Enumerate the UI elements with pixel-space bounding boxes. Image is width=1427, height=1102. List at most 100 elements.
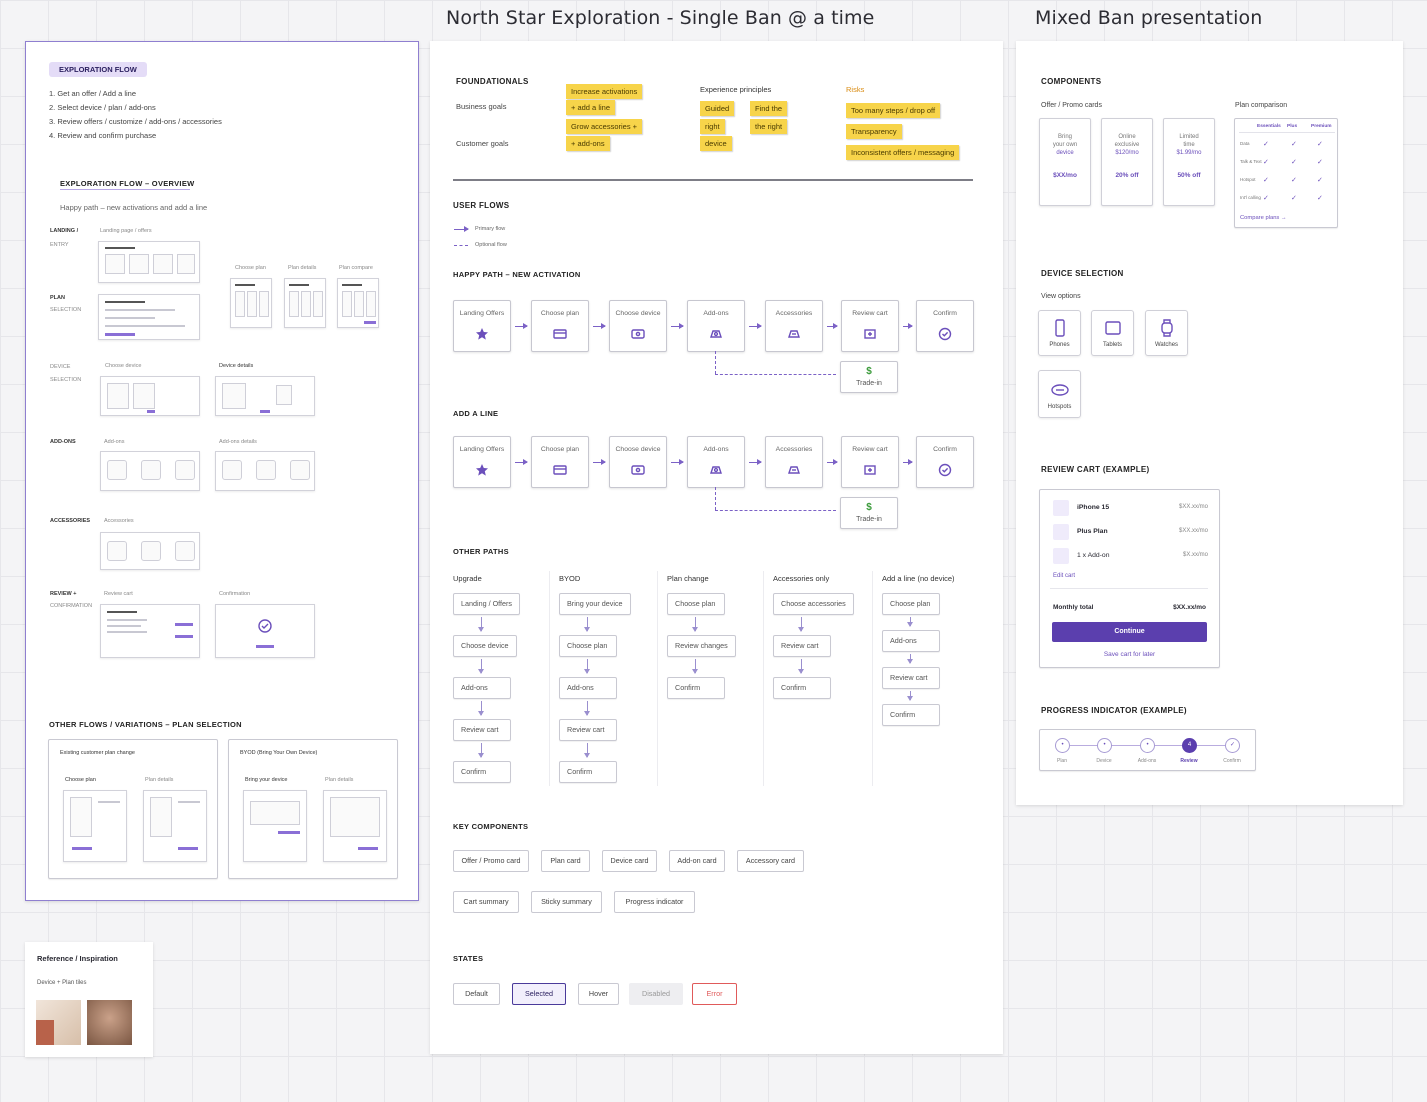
- choose-device-thumbnail[interactable]: [100, 376, 200, 416]
- progress-step-dot[interactable]: •: [1055, 738, 1070, 753]
- choose-plan-thumbnail[interactable]: [230, 278, 272, 328]
- trade-in-node[interactable]: $ Trade-in: [840, 497, 898, 529]
- component-chip[interactable]: Progress indicator: [614, 891, 695, 913]
- trade-in-node[interactable]: $ Trade-in: [840, 361, 898, 393]
- plan-selection-thumbnail[interactable]: [98, 294, 200, 340]
- sticky-note[interactable]: Inconsistent offers / messaging: [846, 145, 960, 160]
- progress-step-dot[interactable]: ✓: [1225, 738, 1240, 753]
- path-step[interactable]: Review cart: [453, 719, 511, 741]
- progress-step-dot[interactable]: •: [1140, 738, 1155, 753]
- path-step[interactable]: Review cart: [559, 719, 617, 741]
- flow-node[interactable]: Add-ons: [687, 436, 745, 488]
- landing-page-thumbnail[interactable]: [98, 241, 200, 283]
- sticky-note[interactable]: + add-ons: [566, 136, 610, 151]
- confirmation-thumbnail[interactable]: [215, 604, 315, 658]
- flow-node[interactable]: Choose device: [609, 300, 667, 352]
- sticky-note[interactable]: device: [700, 136, 732, 151]
- flow-node[interactable]: Choose device: [609, 436, 667, 488]
- component-chip[interactable]: Sticky summary: [531, 891, 602, 913]
- flow-node[interactable]: Landing Offers: [453, 436, 511, 488]
- sticky-note[interactable]: Transparency: [846, 124, 902, 139]
- sticky-note[interactable]: right: [700, 119, 725, 134]
- sticky-note[interactable]: Increase activations: [566, 84, 643, 99]
- flow-node[interactable]: Choose plan: [531, 300, 589, 352]
- review-cart-card[interactable]: iPhone 15 $XX.xx/mo Plus Plan $XX.xx/mo 1 x …: [1039, 489, 1220, 668]
- progress-step-dot[interactable]: 4: [1182, 738, 1197, 753]
- flow-node[interactable]: Review cart: [841, 300, 899, 352]
- path-step[interactable]: Confirm: [667, 677, 725, 699]
- review-cart-thumbnail[interactable]: [100, 604, 200, 658]
- bring-device-thumbnail[interactable]: [243, 790, 307, 862]
- choose-plan-thumbnail[interactable]: [63, 790, 127, 862]
- flow-node[interactable]: Choose plan: [531, 436, 589, 488]
- path-step[interactable]: Confirm: [773, 677, 831, 699]
- save-cart-link[interactable]: Save cart for later: [1103, 651, 1156, 658]
- flow-node[interactable]: Accessories: [765, 436, 823, 488]
- sticky-note[interactable]: + add a line: [566, 100, 615, 115]
- device-tile-phones[interactable]: Phones: [1038, 310, 1081, 356]
- flow-node[interactable]: Accessories: [765, 300, 823, 352]
- plan-details-thumbnail[interactable]: [323, 790, 387, 862]
- path-step[interactable]: Confirm: [453, 761, 511, 783]
- state-default[interactable]: Default: [453, 983, 500, 1005]
- path-step[interactable]: Review cart: [882, 667, 940, 689]
- mixed-ban-board[interactable]: COMPONENTS Offer / Promo cards Plan comp…: [1016, 41, 1403, 805]
- component-chip[interactable]: Add-on card: [669, 850, 725, 872]
- continue-button[interactable]: Continue: [1052, 622, 1207, 642]
- path-step[interactable]: Add-ons: [453, 677, 511, 699]
- reference-image[interactable]: [36, 1000, 81, 1045]
- reference-image[interactable]: [87, 1000, 132, 1045]
- exploration-flow-board[interactable]: EXPLORATION FLOW 1. Get an offer / Add a…: [25, 41, 419, 901]
- plan-compare-thumbnail[interactable]: [337, 278, 379, 328]
- device-details-thumbnail[interactable]: [215, 376, 315, 416]
- path-step[interactable]: Landing / Offers: [453, 593, 521, 615]
- path-step[interactable]: Choose plan: [667, 593, 725, 615]
- accessories-thumbnail[interactable]: [100, 532, 200, 570]
- reference-card[interactable]: Reference / Inspiration Device + Plan ti…: [25, 942, 153, 1057]
- sticky-note[interactable]: Too many steps / drop off: [846, 103, 941, 118]
- plan-details-thumbnail[interactable]: [143, 790, 207, 862]
- path-step[interactable]: Add-ons: [559, 677, 617, 699]
- component-chip[interactable]: Accessory card: [737, 850, 804, 872]
- path-step[interactable]: Choose plan: [882, 593, 940, 615]
- addons-thumbnail[interactable]: [100, 451, 200, 491]
- path-step[interactable]: Add-ons: [882, 630, 940, 652]
- path-step[interactable]: Confirm: [882, 704, 940, 726]
- plan-details-thumbnail[interactable]: [284, 278, 326, 328]
- flow-node[interactable]: Landing Offers: [453, 300, 511, 352]
- path-step[interactable]: Bring your device: [559, 593, 631, 615]
- state-hover[interactable]: Hover: [578, 983, 619, 1005]
- sticky-note[interactable]: Grow accessories +: [566, 119, 643, 134]
- flow-node[interactable]: Confirm: [916, 300, 974, 352]
- device-tile-hotspots[interactable]: Hotspots: [1038, 370, 1081, 418]
- progress-step-dot[interactable]: •: [1097, 738, 1112, 753]
- path-step[interactable]: Choose plan: [559, 635, 617, 657]
- offer-card[interactable]: Bring your own device $XX/mo: [1039, 118, 1091, 206]
- offer-card[interactable]: Limited time $1.99/mo 50% off: [1163, 118, 1215, 206]
- path-step[interactable]: Review changes: [667, 635, 736, 657]
- variation-byod[interactable]: BYOD (Bring Your Own Device) Bring your …: [228, 739, 398, 879]
- north-star-board[interactable]: FOUNDATIONALS Business goals Customer go…: [430, 41, 1003, 1054]
- flow-node[interactable]: Review cart: [841, 436, 899, 488]
- progress-indicator[interactable]: • Plan • Device • Add-ons 4 Review ✓ Confirm: [1039, 729, 1256, 771]
- sticky-note[interactable]: Find the: [750, 101, 788, 116]
- plan-comparison-table[interactable]: Essentials Plus Premium Data ✓ ✓ ✓ Talk & Text ✓…: [1234, 118, 1338, 228]
- compare-plans-link[interactable]: Compare plans →: [1240, 215, 1287, 221]
- sticky-note[interactable]: the right: [750, 119, 788, 134]
- path-step[interactable]: Review cart: [773, 635, 831, 657]
- state-error[interactable]: Error: [692, 983, 737, 1005]
- state-selected[interactable]: Selected: [512, 983, 566, 1005]
- device-tile-tablets[interactable]: Tablets: [1091, 310, 1134, 356]
- offer-card[interactable]: Online exclusive $120/mo 20% off: [1101, 118, 1153, 206]
- component-chip[interactable]: Offer / Promo card: [453, 850, 529, 872]
- path-step[interactable]: Confirm: [559, 761, 617, 783]
- variation-plan-change[interactable]: Existing customer plan change Choose pla…: [48, 739, 218, 879]
- sticky-note[interactable]: Guided: [700, 101, 735, 116]
- component-chip[interactable]: Plan card: [541, 850, 590, 872]
- edit-cart-link[interactable]: Edit cart: [1053, 573, 1076, 579]
- device-tile-watches[interactable]: Watches: [1145, 310, 1188, 356]
- flow-node[interactable]: Add-ons: [687, 300, 745, 352]
- addons-details-thumbnail[interactable]: [215, 451, 315, 491]
- component-chip[interactable]: Cart summary: [453, 891, 519, 913]
- path-step[interactable]: Choose accessories: [773, 593, 854, 615]
